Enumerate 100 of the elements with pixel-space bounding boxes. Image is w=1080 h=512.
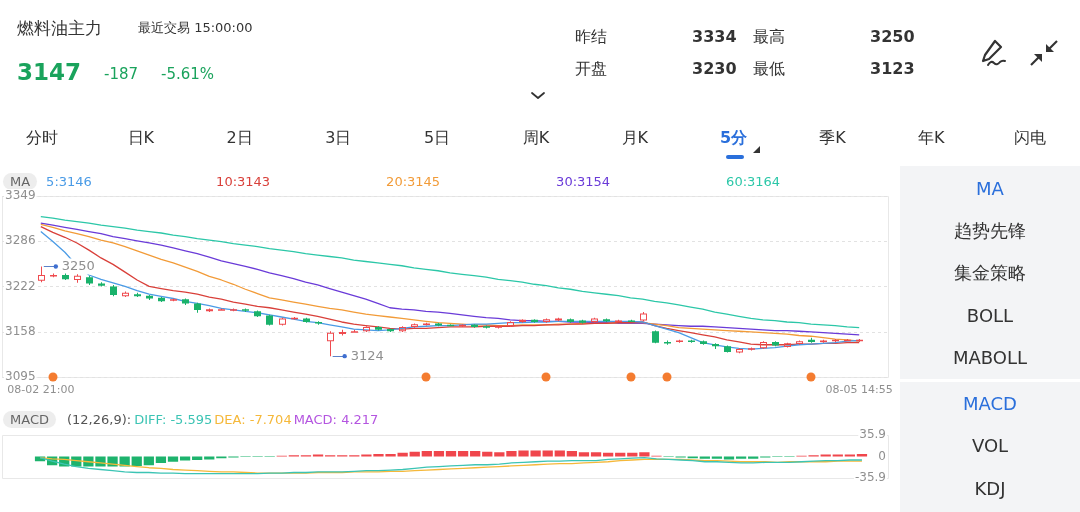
candlestick — [86, 275, 93, 285]
candlestick — [74, 274, 81, 283]
text: MACD: 4.217 — [293, 411, 379, 427]
candlestick — [507, 321, 514, 327]
text: 闪电 — [1014, 128, 1046, 148]
text: 日K — [127, 128, 155, 148]
candlestick — [820, 339, 827, 343]
text: 燃料油主力 — [17, 17, 102, 39]
text: 5分 — [720, 128, 748, 148]
text: 3147 — [17, 59, 82, 87]
text: 3250 — [870, 27, 915, 47]
text: 最近交易 15:00:00 — [138, 20, 253, 36]
candlestick — [351, 329, 358, 333]
text: -5.61% — [161, 65, 215, 83]
candlestick — [146, 294, 153, 300]
candlestick — [688, 339, 695, 343]
candlestick — [748, 347, 755, 351]
candlestick — [399, 326, 406, 332]
candlestick — [471, 324, 478, 328]
candlestick — [784, 342, 791, 348]
candlestick — [242, 308, 249, 313]
candlestick — [712, 343, 719, 350]
text: 周K — [522, 128, 550, 148]
text: KDJ — [974, 478, 1006, 500]
text: 2日 — [226, 128, 253, 148]
candlestick — [724, 345, 731, 353]
candlestick — [483, 325, 490, 329]
text: 分时 — [26, 128, 58, 148]
text: 3230 — [692, 59, 737, 79]
x-tick-label: 08-02 21:00 — [7, 383, 75, 397]
text: 季K — [819, 128, 846, 148]
candlestick — [760, 341, 767, 350]
text: 10:3143 — [216, 173, 272, 189]
candlestick — [363, 326, 370, 332]
text: VOL — [971, 435, 1009, 457]
candlestick — [182, 298, 189, 305]
candlestick — [230, 308, 237, 312]
candlestick — [134, 292, 141, 298]
text: 5:3146 — [46, 173, 93, 189]
text: 昨结 — [575, 27, 607, 47]
candlestick — [50, 273, 57, 278]
candlestick — [808, 337, 815, 343]
candlestick — [218, 308, 225, 311]
text: 60:3164 — [726, 173, 782, 189]
candlestick — [495, 325, 502, 329]
candlestick — [567, 318, 574, 323]
candlestick — [387, 328, 394, 332]
text: 5日 — [424, 128, 451, 148]
y-tick-label: 3158 — [5, 323, 36, 338]
candlestick — [736, 348, 743, 354]
candlestick — [603, 318, 610, 322]
candlestick — [640, 312, 647, 322]
candlestick — [423, 322, 430, 326]
candlestick — [579, 319, 586, 324]
candlestick — [327, 331, 334, 357]
candlestick — [62, 273, 69, 280]
text: DIFF: -5.595 — [134, 411, 213, 427]
text: 最高 — [753, 27, 785, 47]
candlestick — [194, 302, 201, 313]
y-tick-label: 3095 — [5, 368, 36, 383]
text: 年K — [917, 128, 945, 148]
text: 开盘 — [575, 59, 607, 79]
y-tick-label: 35.9 — [859, 427, 886, 442]
legend-title: (12,26,9): — [66, 411, 132, 427]
candlestick — [411, 323, 418, 328]
text: MABOLL — [952, 347, 1028, 369]
text: 月K — [621, 128, 649, 148]
y-tick-label: 3349 — [5, 188, 36, 203]
candlestick — [254, 310, 261, 318]
text: 最低 — [753, 59, 785, 79]
y-tick-label: 0 — [878, 448, 887, 463]
candlestick — [122, 291, 129, 298]
candlestick — [110, 284, 117, 297]
y-tick-label: 3222 — [5, 278, 36, 293]
text: 3334 — [692, 27, 737, 47]
candlestick — [375, 326, 382, 331]
y-tick-label: -35.9 — [854, 469, 887, 484]
chart-title: MACD — [3, 410, 56, 428]
text: -187 — [104, 65, 139, 83]
text: 3123 — [870, 59, 915, 79]
candlestick — [543, 318, 550, 323]
candlestick — [339, 329, 346, 336]
text: MACD — [963, 393, 1017, 415]
candlestick — [676, 339, 683, 343]
candlestick — [206, 308, 213, 313]
text: 3日 — [325, 128, 352, 148]
candlestick — [531, 319, 538, 323]
candlestick — [435, 322, 442, 327]
candlestick — [652, 330, 659, 344]
candlestick — [591, 317, 598, 323]
candlestick — [266, 314, 273, 326]
candlestick — [98, 282, 105, 287]
y-tick-label: 3286 — [5, 233, 36, 248]
text: 20:3145 — [386, 173, 442, 189]
candlestick — [38, 266, 45, 283]
candlestick — [796, 340, 803, 345]
candlestick — [700, 340, 707, 345]
candlestick — [555, 317, 562, 322]
text: 集金策略 — [954, 262, 1026, 284]
text: MA — [976, 178, 1004, 200]
